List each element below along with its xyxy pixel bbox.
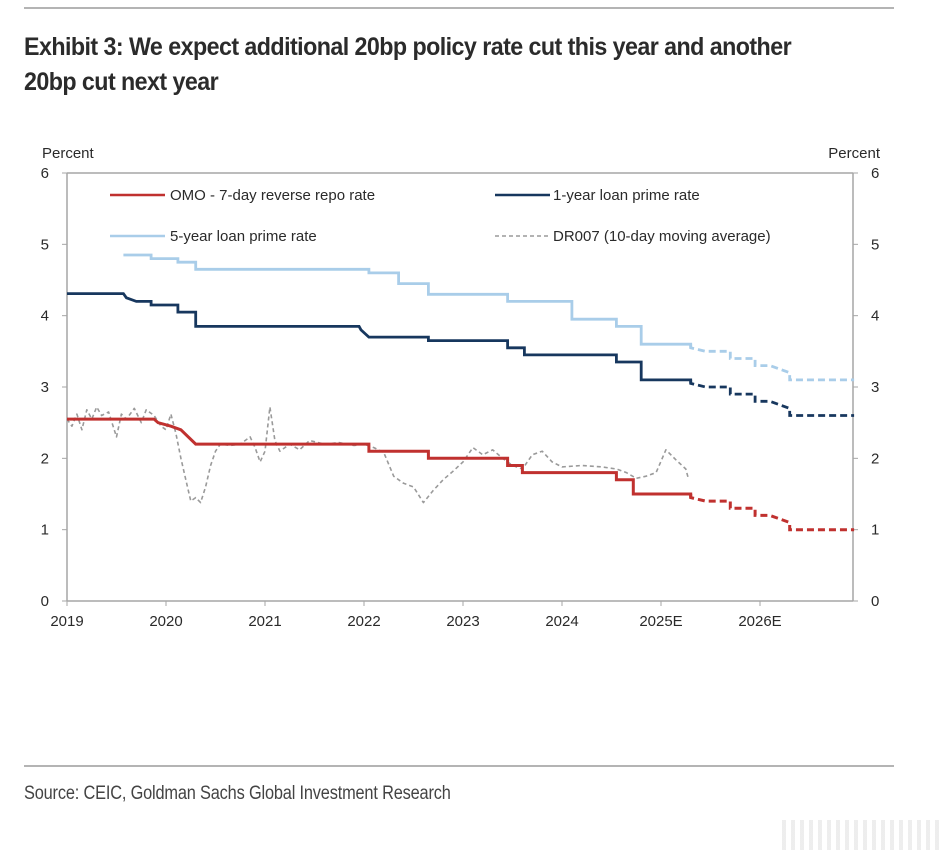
axes: 0 0 1 1 2 2 3 3 4 4 5 5 6 6 Percent Percent 2019 2020 2021…: [41, 145, 881, 630]
x-tick-label: 2021: [248, 613, 281, 630]
y-tick-label-left: 3: [41, 379, 49, 396]
x-tick-label: 2026E: [738, 613, 781, 630]
legend-label: 1-year loan prime rate: [553, 187, 700, 204]
y-tick-label-right: 6: [871, 165, 879, 182]
y-tick-label-left: 1: [41, 522, 49, 539]
series-dr007-10-day-moving-average: [66, 406, 690, 504]
series-1-year-loan-prime-rate: [67, 292, 855, 417]
legend-label: 5-year loan prime rate: [170, 228, 317, 245]
series-line-forecast: [689, 344, 855, 382]
y-tick-label-right: 2: [871, 450, 879, 467]
y-tick-label-left: 2: [41, 450, 49, 467]
top-divider: [24, 7, 894, 9]
legend-item: OMO - 7-day reverse repo rate: [110, 187, 375, 204]
y-tick-label-right: 0: [871, 593, 879, 610]
series-5-year-loan-prime-rate: [123, 253, 855, 382]
x-tick-label: 2025E: [639, 613, 682, 630]
legend-item: 1-year loan prime rate: [495, 187, 700, 204]
chart: 0 0 1 1 2 2 3 3 4 4 5 5 6 6 Percent Percent 2019 2020 2021…: [41, 145, 881, 630]
x-tick-label: 2022: [347, 613, 380, 630]
y-tick-label-left: 4: [41, 308, 49, 325]
y-axis-title-right: Percent: [828, 145, 881, 162]
y-tick-label-left: 0: [41, 593, 49, 610]
legend-label: DR007 (10-day moving average): [553, 228, 771, 245]
source-note: Source: CEIC, Goldman Sachs Global Inves…: [24, 783, 451, 804]
y-tick-label-left: 6: [41, 165, 49, 182]
x-tick-label: 2023: [446, 613, 479, 630]
y-tick-label-right: 5: [871, 236, 879, 253]
series-line-forecast: [689, 379, 855, 417]
series-omo-7-day-reverse-repo-rate: [67, 417, 855, 532]
x-tick-label: 2019: [50, 613, 83, 630]
y-tick-label-right: 4: [871, 308, 879, 325]
y-tick-label-left: 5: [41, 236, 49, 253]
x-tick-label: 2024: [545, 613, 578, 630]
legend: OMO - 7-day reverse repo rate 1-year loan…: [110, 187, 771, 245]
watermark: [782, 820, 942, 850]
y-tick-label-right: 1: [871, 522, 879, 539]
legend-item: DR007 (10-day moving average): [495, 228, 771, 245]
chart-title: Exhibit 3: We expect additional 20bp pol…: [24, 33, 792, 96]
y-tick-label-right: 3: [871, 379, 879, 396]
legend-item: 5-year loan prime rate: [110, 228, 317, 245]
series-line-dr007: [66, 406, 690, 504]
series-line-actual: [123, 253, 693, 348]
series-line-actual: [67, 417, 693, 498]
series-layer: [66, 253, 855, 532]
x-tick-label: 2020: [149, 613, 182, 630]
y-axis-title-left: Percent: [42, 145, 95, 162]
legend-label: OMO - 7-day reverse repo rate: [170, 187, 375, 204]
bottom-divider: [24, 765, 894, 767]
series-line-actual: [67, 292, 693, 384]
series-line-forecast: [689, 494, 855, 532]
